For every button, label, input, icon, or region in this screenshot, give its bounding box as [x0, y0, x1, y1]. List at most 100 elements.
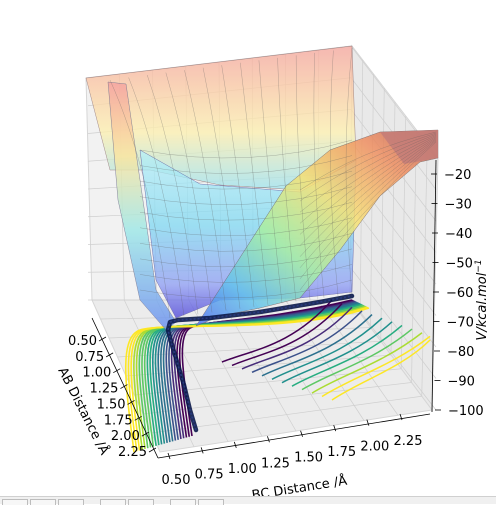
y-axis-title: BC Distance /Å	[251, 473, 349, 496]
y-tick-label: 2.00	[360, 440, 389, 455]
x-tick-label: 2.25	[118, 445, 147, 460]
mesh-line	[299, 134, 437, 213]
mesh-line	[299, 138, 437, 257]
grid-line	[134, 368, 402, 396]
contour-line	[251, 310, 363, 374]
mesh-line	[295, 55, 311, 300]
y-tick-label: 1.00	[228, 462, 257, 477]
mesh-line	[165, 72, 213, 313]
trajectory-path-inner	[167, 295, 353, 431]
contour-projection	[124, 299, 431, 453]
grid-line	[350, 236, 437, 348]
mesh-line	[221, 65, 255, 307]
x-tick-label: 0.75	[75, 350, 104, 365]
x-tick-mark	[141, 431, 150, 437]
y-axis-ticks: 0.50 0.75 1.00 1.25 1.50 1.75 2.00 2.25	[162, 413, 422, 488]
z-tick-label: −90	[448, 375, 475, 390]
mesh-line	[139, 202, 353, 221]
grid-line	[350, 268, 437, 379]
mesh-line	[139, 155, 353, 174]
mesh-line	[277, 57, 297, 302]
x-tick-mark	[113, 368, 121, 374]
x-tick-mark	[120, 384, 128, 389]
z-tick-label: −40	[445, 227, 472, 242]
mesh-line	[299, 139, 437, 268]
y-tick-mark	[167, 452, 171, 460]
axis-edges	[91, 159, 437, 459]
contour-line	[281, 321, 393, 384]
contour-line	[221, 299, 333, 363]
x-tick-label: 0.50	[68, 334, 97, 349]
contour-line	[231, 303, 343, 367]
y-tick-mark	[233, 441, 237, 448]
z-tick-label: −70	[447, 316, 474, 331]
mesh-line	[184, 70, 227, 311]
grid-line	[350, 204, 437, 316]
mesh-line	[147, 75, 199, 315]
mesh-line	[139, 186, 353, 205]
y-tick-mark	[399, 413, 403, 421]
mesh-line	[202, 67, 241, 309]
y-tick-mark	[200, 447, 204, 454]
y-tick-mark	[300, 430, 303, 437]
mesh-line	[299, 140, 437, 279]
y-tick-label: 1.50	[294, 451, 323, 466]
grid-line	[421, 143, 428, 397]
x-tick-label: 1.25	[89, 382, 118, 397]
toolbar-button-save[interactable]	[198, 499, 224, 505]
x-tick-label: 1.75	[104, 413, 133, 428]
contour-line	[261, 314, 373, 377]
y-tick-label: 1.25	[261, 456, 290, 471]
z-tick-label: −100	[448, 404, 484, 419]
x-tick-label: 2.00	[111, 429, 140, 444]
x-tick-mark	[148, 447, 157, 453]
contour-line	[311, 332, 423, 394]
toolbar-button-pan[interactable]	[100, 499, 126, 505]
x-tick-mark	[105, 352, 114, 358]
y-tick-mark	[267, 436, 270, 443]
x-tick-mark	[127, 400, 135, 405]
contour-line	[321, 335, 431, 398]
contour-line	[331, 339, 431, 401]
surface-mesh	[109, 47, 437, 319]
toolbar-button-zoom[interactable]	[128, 499, 154, 505]
mesh-line	[299, 135, 437, 224]
mesh-line	[330, 50, 339, 296]
z-tick-label: −80	[447, 345, 474, 360]
toolbar-button-forward[interactable]	[58, 499, 84, 505]
mesh-line	[139, 170, 353, 190]
mesh-line	[299, 136, 437, 235]
z-tick-label: −60	[446, 286, 473, 301]
contour-line	[241, 306, 353, 370]
z-axis-title: V/kcal.mol−1	[474, 259, 490, 340]
mesh-line	[139, 264, 353, 283]
mesh-line	[345, 47, 353, 295]
grid-line	[317, 299, 399, 416]
mesh-line	[139, 233, 353, 252]
mesh-line	[240, 62, 269, 306]
x-tick-label: 1.50	[97, 397, 126, 412]
contour-line	[124, 307, 370, 453]
mesh-line	[299, 132, 437, 202]
z-axis-ticks: −20 −30 −40 −50 −60 −70 −80 −90 −100	[431, 168, 484, 419]
y-tick-mark	[333, 425, 337, 432]
x-tick-mark	[134, 415, 142, 421]
y-tick-label: 0.75	[195, 467, 224, 482]
y-tick-label: 1.75	[327, 445, 356, 460]
x-axis-ticks: 0.500.751.001.251.501.752.002.25	[68, 334, 157, 460]
grid-line	[350, 299, 437, 411]
mesh-line	[139, 217, 353, 236]
z-axis-title-sup: −1	[474, 259, 484, 272]
toolbar-button-configure[interactable]	[170, 499, 196, 505]
z-tick-label: −50	[446, 257, 473, 272]
toolbar-strip	[0, 496, 496, 505]
toolbar-button-home[interactable]	[2, 499, 28, 505]
mesh-line	[313, 52, 325, 298]
toolbar-button-back[interactable]	[30, 499, 56, 505]
y-tick-mark	[366, 419, 370, 426]
mesh-line	[139, 279, 353, 299]
contour-line	[291, 324, 403, 387]
mesh-line	[299, 141, 437, 291]
